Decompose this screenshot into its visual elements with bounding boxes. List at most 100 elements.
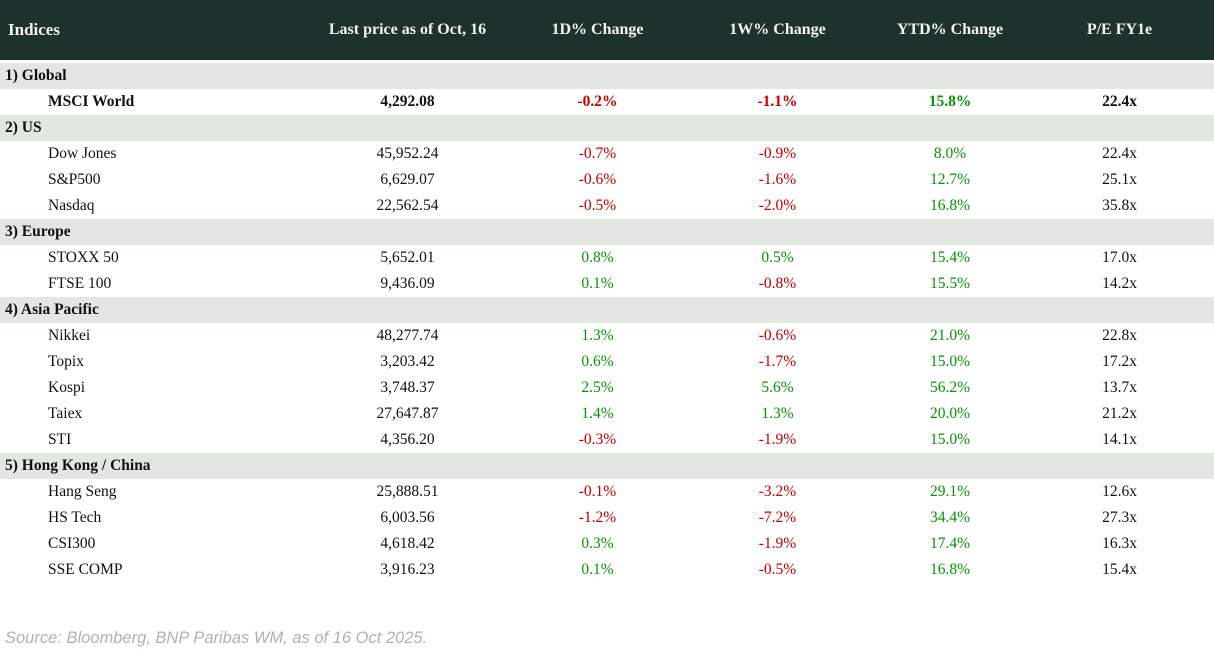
index-name-cell: HS Tech [48,509,102,526]
change-1w-cell: 1.3% [761,405,794,422]
pe-fy1e-cell: 35.8x [1102,197,1137,214]
change-ytd-cell: 15.8% [928,93,972,110]
change-1d-cell: 0.3% [581,535,614,552]
change-1w-cell: -7.2% [758,509,797,526]
index-name-cell: CSI300 [48,535,96,552]
change-1d-cell: -0.3% [578,431,617,448]
last-price-cell: 4,292.08 [380,93,435,110]
index-row-nasdaq: Nasdaq 22,562.54 -0.5% -2.0% 16.8% 35.8x [0,193,1214,219]
pe-fy1e-cell: 15.4x [1102,561,1137,578]
change-1w-cell: -0.8% [758,275,797,292]
index-row-topix: Topix 3,203.42 0.6% -1.7% 15.0% 17.2x [0,349,1214,375]
pe-fy1e-cell: 17.2x [1102,353,1137,370]
column-header-last-price: Last price as of Oct, 16 [300,0,515,63]
change-1w-cell: -0.5% [758,561,797,578]
pe-fy1e-cell: 14.2x [1102,275,1137,292]
change-1d-cell: -1.2% [578,509,617,526]
last-price-cell: 3,748.37 [380,379,435,396]
table-header-row: Indices Last price as of Oct, 16 1D% Cha… [0,0,1214,63]
change-ytd-cell: 16.8% [929,561,971,578]
section-label: 3) Europe [0,219,1214,245]
index-name-cell: Topix [48,353,84,370]
change-ytd-cell: 16.8% [929,197,971,214]
section-row-4-asia-pacific: 4) Asia Pacific [0,297,1214,323]
change-ytd-cell: 34.4% [929,509,971,526]
pe-fy1e-cell: 22.4x [1102,145,1137,162]
pe-fy1e-cell: 27.3x [1102,509,1137,526]
change-1w-cell: -1.9% [758,431,797,448]
change-1d-cell: -0.6% [578,171,617,188]
change-1d-cell: 1.3% [581,327,614,344]
change-1d-cell: 0.6% [581,353,614,370]
index-row-sse-comp: SSE COMP 3,916.23 0.1% -0.5% 16.8% 15.4x [0,557,1214,583]
pe-fy1e-cell: 13.7x [1102,379,1137,396]
change-ytd-cell: 15.0% [929,431,971,448]
change-1d-cell: -0.2% [577,93,618,110]
last-price-cell: 3,916.23 [380,561,435,578]
change-ytd-cell: 17.4% [929,535,971,552]
pe-fy1e-cell: 21.2x [1102,405,1137,422]
column-header-1d-change: 1D% Change [515,0,680,63]
section-row-5-hong-kong-china: 5) Hong Kong / China [0,453,1214,479]
index-name-cell: S&P500 [48,171,101,188]
index-name-cell: Nikkei [48,327,91,344]
index-name-cell: MSCI World [48,93,135,110]
section-label: 1) Global [0,61,1214,89]
change-1d-cell: -0.5% [578,197,617,214]
index-row-csi300: CSI300 4,618.42 0.3% -1.9% 17.4% 16.3x [0,531,1214,557]
change-1w-cell: -2.0% [758,197,797,214]
table-header: Indices Last price as of Oct, 16 1D% Cha… [0,0,1214,63]
index-name-cell: FTSE 100 [48,275,112,292]
change-ytd-cell: 29.1% [929,483,971,500]
change-1d-cell: -0.7% [578,145,617,162]
change-1w-cell: -1.9% [758,535,797,552]
pe-fy1e-cell: 12.6x [1102,483,1137,500]
change-1w-cell: 5.6% [761,379,794,396]
last-price-cell: 9,436.09 [380,275,435,292]
index-name-cell: Hang Seng [48,483,117,500]
section-row-2-us: 2) US [0,115,1214,141]
indices-table: Indices Last price as of Oct, 16 1D% Cha… [0,0,1214,584]
section-label: 5) Hong Kong / China [0,453,1214,479]
change-1d-cell: -0.1% [578,483,617,500]
change-1w-cell: -0.6% [758,327,797,344]
last-price-cell: 25,888.51 [376,483,439,500]
column-header-pe-fy1e: P/E FY1e [1025,0,1214,63]
change-1d-cell: 0.1% [581,561,614,578]
index-row-stoxx-50: STOXX 50 5,652.01 0.8% 0.5% 15.4% 17.0x [0,245,1214,271]
change-ytd-cell: 8.0% [933,145,967,162]
last-price-cell: 6,629.07 [380,171,435,188]
index-name-cell: SSE COMP [48,561,123,578]
index-row-sti: STI 4,356.20 -0.3% -1.9% 15.0% 14.1x [0,427,1214,453]
index-row-hang-seng: Hang Seng 25,888.51 -0.1% -3.2% 29.1% 12.6x [0,479,1214,505]
change-1d-cell: 1.4% [581,405,614,422]
section-label: 2) US [0,115,1214,141]
index-row-nikkei: Nikkei 48,277.74 1.3% -0.6% 21.0% 22.8x [0,323,1214,349]
index-row-taiex: Taiex 27,647.87 1.4% 1.3% 20.0% 21.2x [0,401,1214,427]
last-price-cell: 22,562.54 [376,197,439,214]
index-row-s-p500: S&P500 6,629.07 -0.6% -1.6% 12.7% 25.1x [0,167,1214,193]
index-name-cell: Dow Jones [48,145,117,162]
section-row-1-global: 1) Global [0,61,1214,89]
last-price-cell: 4,356.20 [380,431,435,448]
change-ytd-cell: 15.0% [929,353,971,370]
source-note: Source: Bloomberg, BNP Paribas WM, as of… [5,629,428,647]
change-ytd-cell: 12.7% [929,171,971,188]
last-price-cell: 4,618.42 [380,535,435,552]
last-price-cell: 5,652.01 [380,249,435,266]
last-price-cell: 45,952.24 [376,145,439,162]
pe-fy1e-cell: 25.1x [1102,171,1137,188]
change-1w-cell: -0.9% [758,145,797,162]
indices-table-body: 1) Global MSCI World 4,292.08 -0.2% -1.1% 15.… [0,61,1214,584]
pe-fy1e-cell: 22.4x [1102,93,1137,110]
last-price-cell: 27,647.87 [376,405,439,422]
change-1d-cell: 0.8% [581,249,614,266]
change-ytd-cell: 15.5% [929,275,971,292]
pe-fy1e-cell: 17.0x [1102,249,1137,266]
change-ytd-cell: 20.0% [929,405,971,422]
index-row-msci-world: MSCI World 4,292.08 -0.2% -1.1% 15.8% 22.4x [0,89,1214,115]
index-name-cell: Taiex [48,405,83,422]
last-price-cell: 6,003.56 [380,509,435,526]
change-ytd-cell: 56.2% [929,379,971,396]
index-name-cell: Kospi [48,379,86,396]
